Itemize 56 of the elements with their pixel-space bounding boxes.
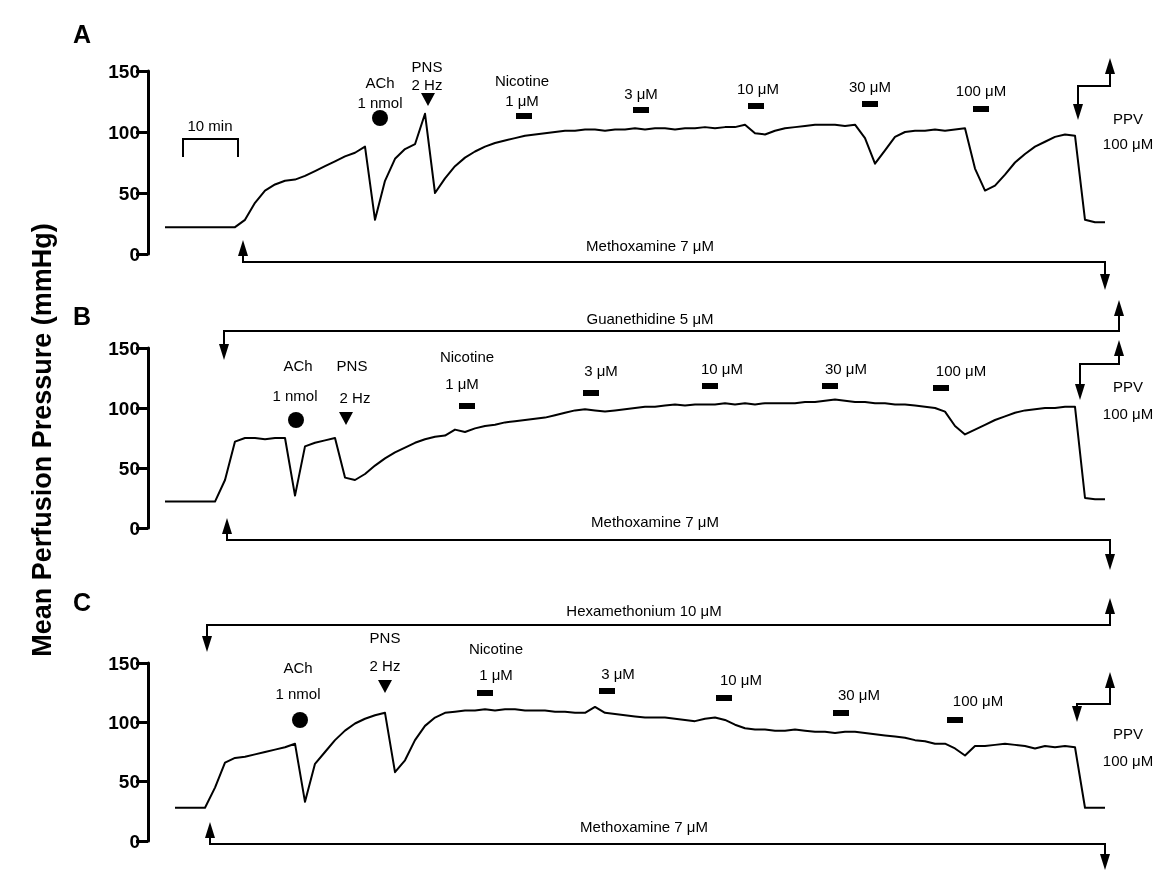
annotation: 1 μM: [479, 665, 513, 683]
y-tick-label: 50: [118, 457, 140, 479]
annotation: 10 μM: [737, 79, 779, 97]
text: Hexamethonium 10 μM: [566, 601, 722, 619]
annotation: 30 μM: [849, 77, 891, 95]
chart-title: A: [73, 19, 92, 48]
annotation: 30 μM: [838, 685, 880, 703]
y-tick-label: 150: [108, 60, 140, 82]
y-tick-label: 50: [118, 182, 140, 204]
y-tick-label: 50: [118, 771, 140, 793]
y-tick-label: 100: [108, 121, 140, 143]
annotation: 10 min: [187, 116, 233, 134]
y-tick-label: 100: [108, 711, 140, 733]
annotation: ACh: [283, 356, 313, 374]
annotation: 100 μM: [935, 361, 987, 379]
chart-title: B: [73, 301, 92, 330]
annotation: 1 μM: [445, 374, 479, 392]
annotation: 30 μM: [825, 359, 867, 377]
chart-title: C: [73, 587, 92, 616]
line-series: [164, 112, 1106, 229]
annotation: 2 Hz: [339, 388, 371, 406]
annotation: 2 Hz: [411, 75, 443, 93]
annotation: 3 μM: [601, 664, 635, 682]
annotation: PPV: [1112, 109, 1144, 127]
y-tick-label: 150: [108, 652, 140, 674]
annotation: ACh: [365, 73, 395, 91]
y-tick-label: 100: [108, 397, 140, 419]
annotation: 1 μM: [505, 91, 539, 109]
annotation: 3 μM: [584, 361, 618, 379]
y-tick-label: 150: [108, 337, 140, 359]
annotation: 1 nmol: [275, 684, 321, 702]
annotation: 1 nmol: [272, 386, 318, 404]
annotation: 10 μM: [720, 670, 762, 688]
annotation: Nicotine: [439, 347, 495, 365]
annotation: PPV: [1112, 377, 1144, 395]
annotation: Methoxamine 7 μM: [586, 236, 714, 254]
annotation: 10 μM: [701, 359, 743, 377]
annotation: Methoxamine 7 μM: [580, 817, 708, 835]
annotation: 100 μM: [1102, 134, 1154, 152]
annotation: 2 Hz: [369, 656, 401, 674]
annotation: ACh: [283, 658, 313, 676]
text: Nicotine: [468, 639, 524, 657]
annotation: 100 μM: [1102, 404, 1154, 422]
annotation: PPV: [1112, 724, 1144, 742]
annotation: 100 μM: [952, 691, 1004, 709]
annotation: Methoxamine 7 μM: [591, 512, 719, 530]
annotation: PNS: [411, 57, 443, 75]
annotation: PNS: [336, 356, 368, 374]
annotation: 1 nmol: [357, 93, 403, 111]
annotation: 100 μM: [955, 81, 1007, 99]
annotation: Nicotine: [494, 71, 550, 89]
y-axis-title: Mean Perfusion Pressure (mmHg): [26, 223, 58, 657]
annotation: 3 μM: [624, 84, 658, 102]
annotation: 100 μM: [1102, 751, 1154, 769]
text: PNS: [369, 628, 401, 646]
text: Guanethidine 5 μM: [586, 309, 714, 327]
